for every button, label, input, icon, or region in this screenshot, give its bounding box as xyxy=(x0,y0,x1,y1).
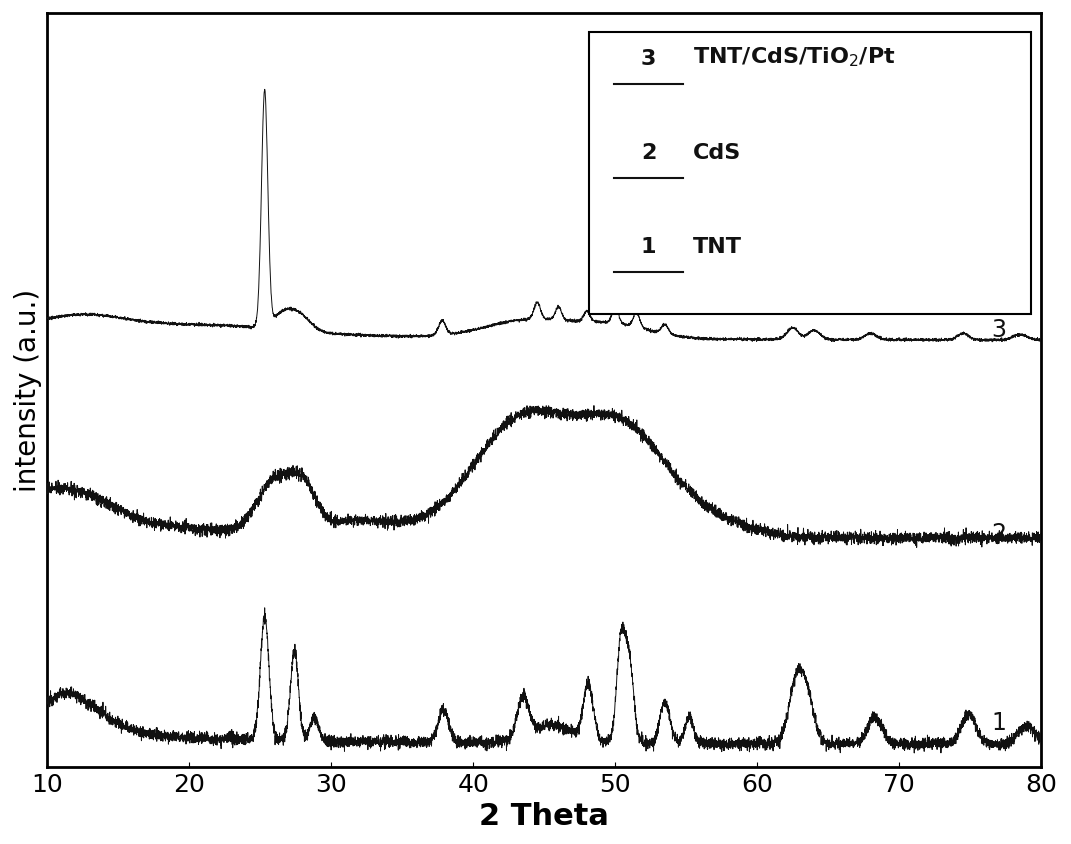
Text: 2: 2 xyxy=(992,522,1007,545)
Text: 2: 2 xyxy=(640,143,657,163)
Text: 1: 1 xyxy=(992,711,1007,734)
Text: TNT: TNT xyxy=(693,236,742,257)
FancyBboxPatch shape xyxy=(589,33,1031,315)
Text: 3: 3 xyxy=(992,317,1007,342)
Text: 1: 1 xyxy=(640,236,657,257)
Y-axis label: intensity (a.u.): intensity (a.u.) xyxy=(14,289,42,492)
Text: TNT/CdS/TiO$_2$/Pt: TNT/CdS/TiO$_2$/Pt xyxy=(693,45,895,68)
Text: 3: 3 xyxy=(640,48,657,68)
X-axis label: 2 Theta: 2 Theta xyxy=(480,801,609,830)
Text: CdS: CdS xyxy=(693,143,741,163)
